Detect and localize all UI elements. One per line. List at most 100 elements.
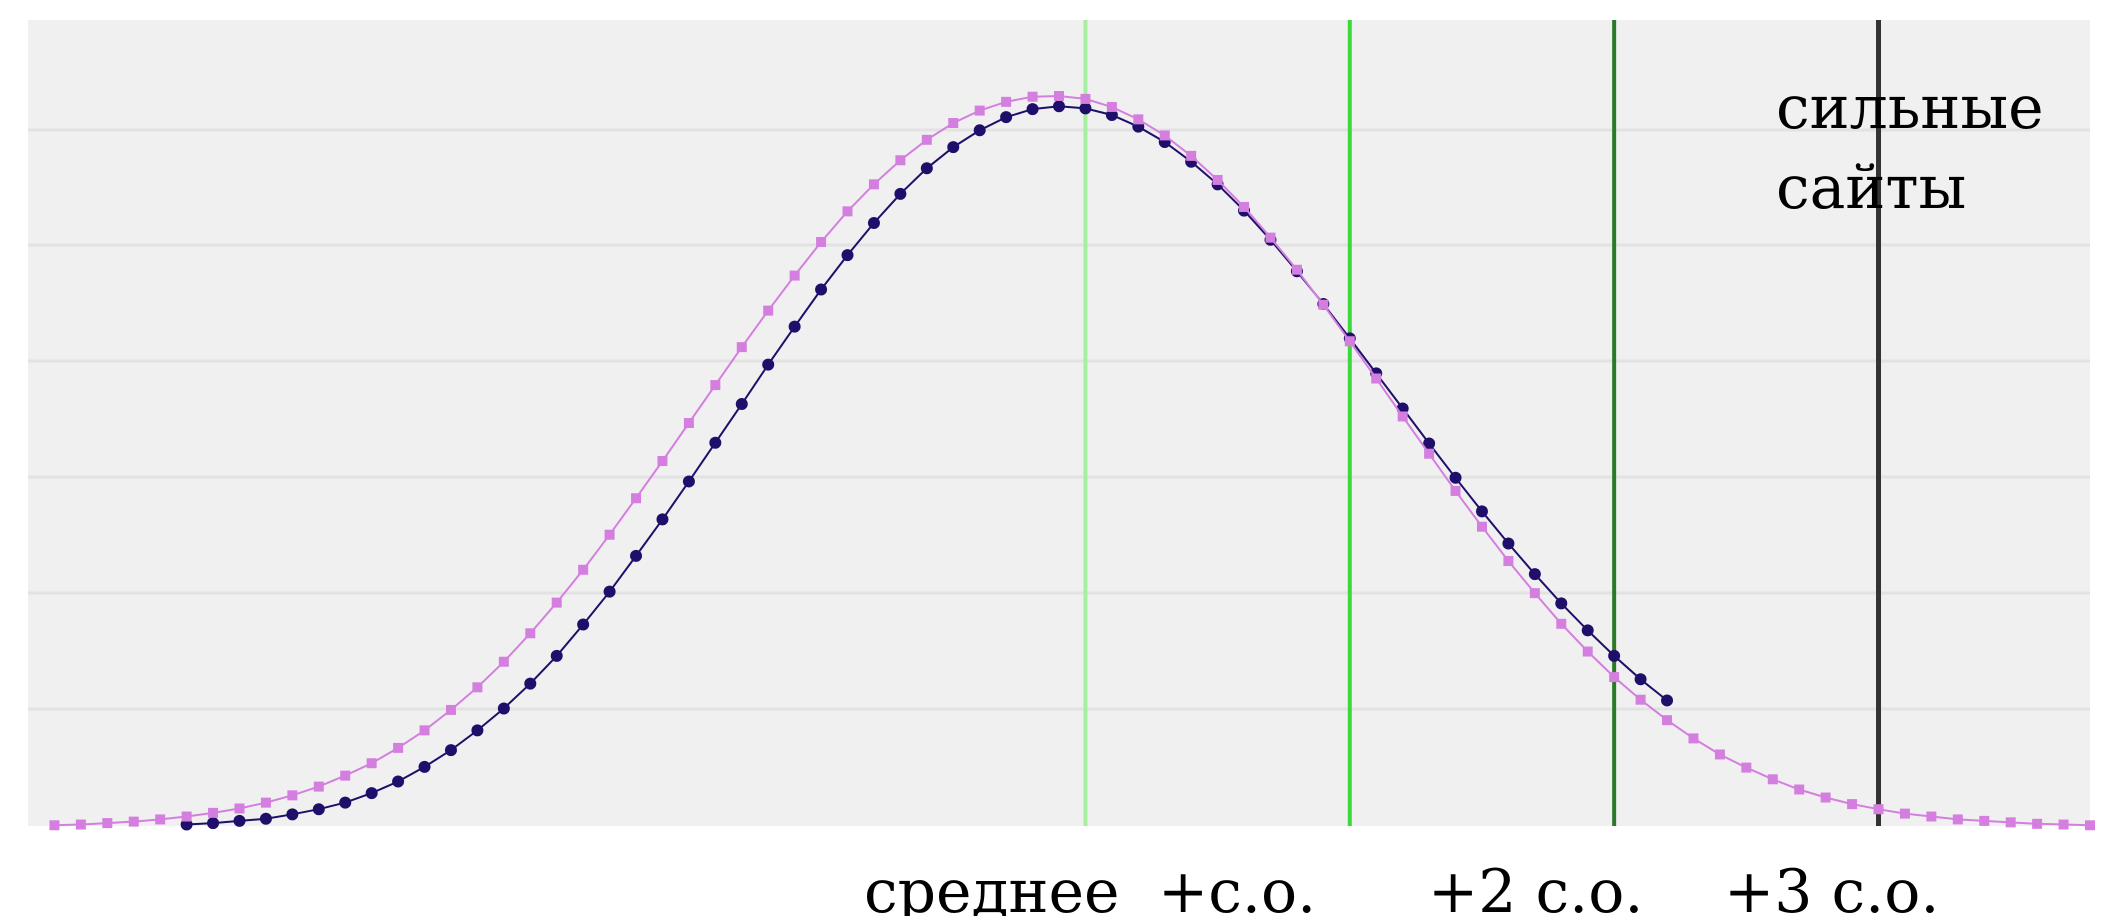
- data-point: [1926, 811, 1937, 822]
- data-point: [102, 818, 113, 829]
- data-point: [921, 134, 932, 145]
- data-point: [1449, 471, 1462, 484]
- annotation-line-1: сильные: [1776, 73, 2044, 143]
- data-point: [1662, 715, 1673, 726]
- data-point: [207, 817, 220, 830]
- x-labels: среднее +с.о. +2 с.о. +3 с.о.: [864, 857, 1939, 916]
- data-point: [1794, 784, 1805, 795]
- data-point: [973, 124, 986, 137]
- data-point: [1000, 111, 1013, 124]
- data-point: [1054, 91, 1064, 101]
- data-point: [418, 760, 431, 773]
- data-point: [630, 549, 643, 562]
- data-point: [259, 812, 272, 825]
- data-point: [1079, 102, 1092, 115]
- data-point: [181, 811, 192, 822]
- data-point: [1609, 672, 1620, 683]
- data-point: [444, 744, 457, 757]
- data-point: [498, 656, 509, 667]
- data-point: [286, 808, 299, 821]
- reference-label: +с.о.: [1158, 857, 1316, 916]
- data-point: [287, 790, 298, 801]
- data-point: [393, 742, 404, 753]
- data-point: [1053, 100, 1065, 113]
- data-point: [472, 682, 483, 693]
- data-point: [709, 436, 722, 449]
- data-point: [1528, 568, 1541, 581]
- data-point: [1714, 749, 1725, 760]
- data-point: [233, 814, 246, 827]
- data-point: [49, 820, 60, 831]
- data-point: [312, 803, 325, 816]
- data-point: [735, 398, 748, 411]
- data-point: [656, 513, 669, 526]
- data-point: [1026, 103, 1039, 116]
- data-point: [841, 249, 854, 262]
- data-point: [1450, 485, 1461, 496]
- data-point: [710, 380, 721, 391]
- data-point: [736, 342, 747, 353]
- data-point: [445, 704, 456, 715]
- data-point: [1475, 505, 1488, 518]
- data-point: [1265, 232, 1276, 243]
- data-point: [1581, 624, 1594, 637]
- data-point: [578, 564, 589, 575]
- data-point: [2032, 818, 2043, 829]
- data-point: [1555, 597, 1568, 610]
- data-point: [339, 796, 352, 809]
- data-point: [1397, 411, 1408, 422]
- data-point: [2085, 820, 2095, 831]
- data-point: [974, 105, 985, 116]
- data-point: [128, 816, 139, 827]
- data-point: [920, 162, 933, 175]
- data-point: [816, 237, 827, 247]
- data-point: [1080, 93, 1091, 104]
- data-point: [2058, 819, 2069, 830]
- data-point: [1502, 537, 1515, 550]
- annotation-line-2: сайты: [1776, 153, 1966, 223]
- data-point: [1661, 694, 1674, 707]
- data-point: [1634, 673, 1647, 686]
- reference-lines: [1083, 20, 1882, 826]
- plot-area: [28, 20, 2090, 826]
- data-point: [524, 677, 537, 690]
- data-point: [1635, 694, 1646, 705]
- data-point: [577, 618, 590, 631]
- data-point: [525, 628, 536, 639]
- data-point: [551, 597, 562, 608]
- data-point: [1979, 815, 1990, 826]
- data-point: [1741, 762, 1752, 773]
- data-point: [1344, 336, 1355, 347]
- data-point: [948, 118, 959, 129]
- data-point: [868, 179, 879, 190]
- data-point: [550, 649, 563, 662]
- data-point: [1847, 799, 1858, 810]
- data-point: [947, 141, 960, 154]
- data-point: [313, 781, 324, 792]
- data-point: [208, 807, 219, 818]
- data-point: [1212, 174, 1223, 185]
- data-point: [1186, 150, 1197, 161]
- data-point: [1529, 588, 1540, 599]
- data-point: [1503, 556, 1514, 567]
- data-point: [1820, 792, 1831, 803]
- data-point: [75, 819, 86, 830]
- data-point: [155, 814, 166, 825]
- data-point: [1371, 373, 1382, 384]
- data-point: [234, 803, 245, 814]
- data-point: [1239, 201, 1250, 212]
- data-point: [895, 155, 906, 166]
- data-point: [260, 797, 271, 808]
- data-point: [419, 725, 430, 736]
- data-point: [1608, 649, 1621, 662]
- data-point: [1001, 96, 1012, 107]
- data-point: [762, 358, 775, 371]
- data-point: [1027, 91, 1038, 102]
- reference-label: среднее: [864, 857, 1119, 916]
- data-point: [1556, 618, 1567, 629]
- data-point: [763, 305, 774, 316]
- data-point: [471, 724, 484, 737]
- data-point: [2005, 817, 2016, 828]
- data-point: [842, 206, 853, 217]
